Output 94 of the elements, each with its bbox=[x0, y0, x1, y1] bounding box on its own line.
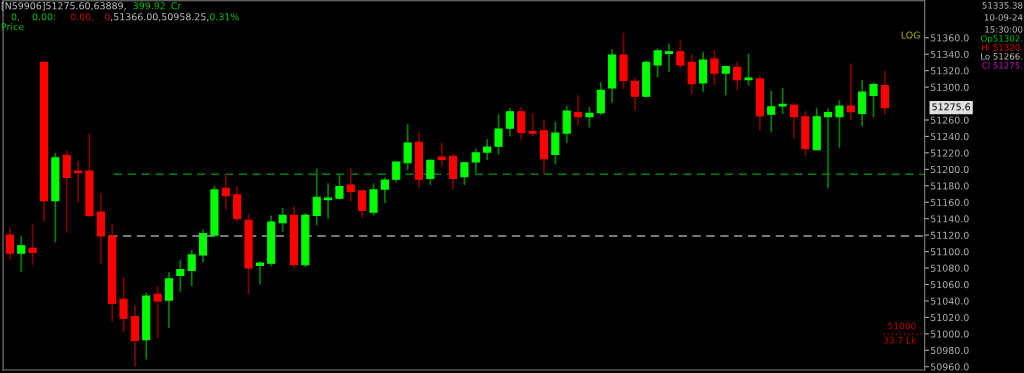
candlestick bbox=[767, 89, 776, 134]
y-tick-label: 50960.0 bbox=[930, 363, 969, 371]
candlestick bbox=[505, 106, 514, 138]
text: Op51302. bbox=[981, 35, 1023, 44]
candlestick bbox=[596, 81, 605, 116]
candlestick bbox=[448, 152, 458, 190]
text: Cl 51275. bbox=[982, 62, 1023, 69]
candlestick bbox=[221, 172, 230, 211]
y-tick-label: 51260.0 bbox=[930, 116, 969, 124]
annotation: 0, bbox=[11, 13, 20, 22]
candlestick bbox=[744, 52, 753, 87]
candlestick bbox=[687, 53, 696, 96]
candlestick bbox=[323, 182, 333, 220]
y-tick-label: 51000.0 bbox=[930, 330, 969, 338]
annotation: Price bbox=[1, 23, 24, 31]
annotation: 0 bbox=[104, 13, 110, 21]
y-tick-label: 51140.0 bbox=[930, 215, 969, 223]
candlestick bbox=[130, 304, 139, 368]
y-tick-label: 51120.0 bbox=[930, 231, 969, 239]
candlestick bbox=[789, 101, 799, 139]
y-tick-label: 51020.0 bbox=[930, 313, 969, 322]
candlestick bbox=[358, 189, 367, 219]
candlestick bbox=[710, 49, 719, 87]
candlestick bbox=[517, 106, 526, 142]
text: 51335.38 bbox=[982, 2, 1023, 9]
annotation: 0.31% bbox=[210, 13, 239, 21]
y-tick-label: 51100.0 bbox=[930, 248, 969, 256]
candlestick bbox=[346, 167, 355, 203]
annotation: [N59906]51275.60,63889, bbox=[1, 2, 126, 11]
y-tick-label: 51340.0 bbox=[930, 50, 969, 58]
candlestick bbox=[17, 235, 26, 273]
y-tick-label: 51220.0 bbox=[930, 149, 969, 157]
candlestick bbox=[233, 185, 242, 222]
annotation: 33.7 Lk bbox=[883, 336, 917, 344]
candlestick bbox=[676, 39, 685, 70]
y-tick-label: 51200.0 bbox=[930, 165, 969, 174]
annotation: 399.92 bbox=[133, 2, 165, 10]
text: Lo 51266. bbox=[981, 53, 1023, 60]
candlestick bbox=[846, 62, 855, 121]
candlestick bbox=[437, 142, 446, 167]
candlestick bbox=[880, 69, 889, 116]
candlestick bbox=[699, 50, 708, 93]
candlestick bbox=[73, 160, 83, 204]
candlestick bbox=[187, 249, 196, 287]
candlestick bbox=[733, 60, 742, 92]
annotation: ,51366.00,50958.25, bbox=[110, 13, 209, 22]
y-tick-label: 51160.0 bbox=[930, 198, 969, 206]
ref-line-label: 51000 bbox=[888, 322, 916, 330]
text: 10-09-24 bbox=[984, 14, 1023, 21]
y-tick-label: 50980.0 bbox=[930, 346, 969, 354]
y-tick-label: 51320.0 bbox=[930, 67, 969, 75]
candlestick bbox=[5, 226, 14, 261]
text: Hi 51320. bbox=[982, 44, 1023, 51]
candlestick bbox=[664, 42, 674, 74]
candlestick bbox=[494, 113, 503, 156]
y-tick-label: 51180.0 bbox=[930, 182, 969, 190]
candlestick bbox=[528, 112, 537, 138]
candlestick bbox=[96, 192, 105, 265]
candlestick bbox=[369, 182, 378, 217]
annotation: Cr bbox=[171, 2, 182, 10]
y-tick-label: 51080.0 bbox=[930, 264, 969, 272]
candlestick bbox=[119, 276, 128, 334]
candlestick bbox=[278, 207, 287, 233]
candlestick bbox=[164, 271, 174, 329]
y-tick-label: 51240.0 bbox=[930, 133, 969, 141]
candlestick bbox=[380, 176, 389, 204]
candlestick bbox=[255, 260, 264, 286]
y-tick-label: 51040.0 bbox=[930, 297, 969, 305]
candlestick bbox=[573, 94, 583, 126]
annotation: 0.00: bbox=[32, 13, 56, 21]
candlestick bbox=[721, 65, 730, 97]
text: 15:30:00 bbox=[985, 26, 1023, 33]
candlestick bbox=[630, 77, 639, 111]
candlestick bbox=[835, 99, 844, 149]
candlestick bbox=[869, 81, 878, 119]
candlestick bbox=[198, 228, 208, 264]
candlestick bbox=[403, 123, 412, 172]
text: LOG bbox=[901, 31, 920, 39]
candlestick bbox=[28, 223, 37, 266]
candlestick bbox=[176, 258, 185, 293]
y-tick-label: 51060.0 bbox=[930, 281, 969, 289]
candlestick bbox=[653, 47, 662, 79]
candlestick bbox=[858, 78, 867, 128]
candlestick bbox=[483, 138, 492, 162]
annotation: 0.00, bbox=[70, 13, 94, 22]
candlestick bbox=[778, 87, 787, 116]
y-tick-label: 51300.0 bbox=[930, 83, 969, 91]
candlestick bbox=[585, 106, 594, 129]
candlestick bbox=[551, 120, 560, 166]
candlestick bbox=[62, 149, 71, 234]
text: 51275.6 bbox=[932, 103, 971, 111]
candlestick bbox=[562, 105, 571, 144]
y-tick-label: 51360.0 bbox=[930, 34, 969, 42]
candlestick bbox=[153, 285, 162, 339]
